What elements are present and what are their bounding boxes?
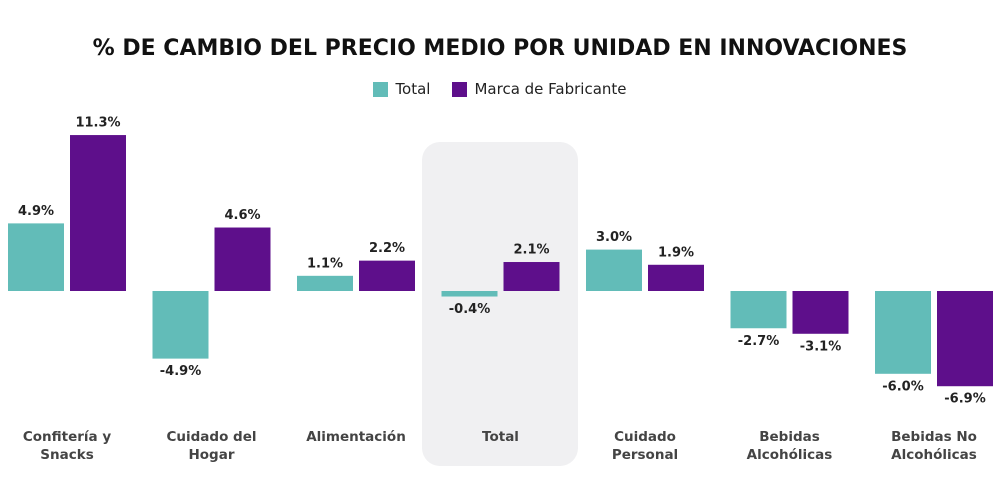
bar [152,291,209,359]
bar [503,262,560,291]
bar [586,249,642,291]
bar [8,223,64,291]
bar [792,291,849,334]
x-tick-label: Total [482,429,519,445]
value-label: 4.9% [18,204,54,219]
x-tick-label: Confitería y Snacks [22,429,112,463]
x-tick-label: Cuidado del Hogar [166,429,257,463]
value-label: 1.9% [658,245,694,260]
value-label: 1.1% [307,256,343,271]
x-tick-label: Bebidas No Alcohólicas [891,429,977,463]
bar [214,227,271,291]
value-label: -2.7% [738,334,779,349]
value-label: 4.6% [224,208,260,223]
legend-swatch [373,81,389,97]
bar [875,291,931,374]
value-label: -3.1% [800,339,841,354]
legend-label: Marca de Fabricante [474,80,627,98]
chart-title: % DE CAMBIO DEL PRECIO MEDIO POR UNIDAD … [92,36,908,61]
value-label: -6.0% [882,379,923,394]
bar [297,275,353,291]
x-tick-label: Bebidas Alcohólicas [746,429,833,463]
bar [70,135,126,291]
value-label: -4.9% [160,364,201,379]
value-label: -6.9% [944,392,985,407]
value-label: -0.4% [449,302,490,317]
value-label: 3.0% [596,230,632,245]
legend-swatch [452,81,468,97]
bar [937,291,993,387]
highlight-box [422,142,578,466]
value-label: 2.2% [369,241,405,256]
legend-item: Total [373,80,430,98]
bar [359,260,415,291]
value-label: 2.1% [513,243,549,258]
legend: Total Marca de Fabricante [0,80,1000,98]
x-tick-label: Cuidado Personal [611,429,679,463]
value-label: 11.3% [75,116,120,131]
x-tick-label: Alimentación [306,429,406,445]
legend-label: Total [395,80,431,98]
bar [441,291,498,297]
bar [730,291,787,329]
legend-item: Marca de Fabricante [452,80,627,98]
bar [648,264,704,291]
